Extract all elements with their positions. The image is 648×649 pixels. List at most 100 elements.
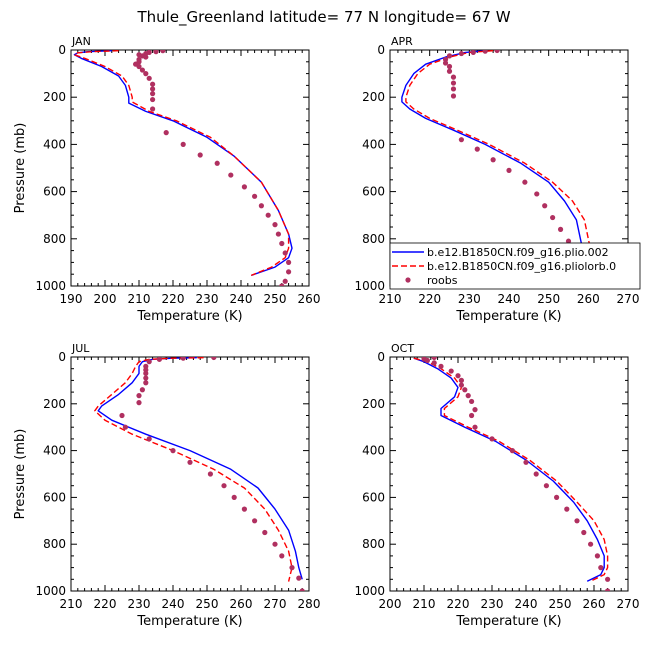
roobs-point (550, 214, 556, 221)
x-tick-label: 260 (577, 292, 600, 306)
roobs-point (197, 152, 203, 158)
roobs-point (279, 240, 285, 247)
roobs-point (438, 363, 444, 369)
roobs-point (523, 459, 529, 465)
roobs-point (598, 565, 604, 571)
y-tick-label: 600 (362, 185, 385, 199)
roobs-point (275, 231, 281, 237)
x-tick-label: 260 (230, 597, 253, 611)
y-axis-label: Pressure (mb) (13, 429, 28, 520)
legend-label: b.e12.B1850CN.f09_g16.plio.002 (427, 246, 609, 259)
roobs-point (136, 393, 142, 399)
roobs-point (211, 357, 217, 361)
roobs-point (462, 387, 468, 393)
series-line-pliolorb (94, 357, 293, 582)
roobs-point (282, 278, 288, 284)
x-tick-label: 230 (196, 292, 219, 306)
roobs-point (262, 529, 268, 536)
roobs-point (469, 398, 475, 405)
roobs-point (458, 50, 464, 57)
roobs-point (139, 387, 145, 393)
x-tick-label: 240 (230, 292, 253, 306)
y-tick-label: 400 (43, 444, 66, 458)
roobs-point (446, 68, 453, 74)
roobs-point (450, 80, 457, 86)
series-line-plio (413, 357, 605, 582)
roobs-point (458, 377, 464, 383)
roobs-point (450, 86, 457, 92)
roobs-point (605, 588, 611, 591)
roobs-point (146, 436, 152, 442)
roobs-point (136, 400, 142, 406)
panel-title: JUL (71, 342, 90, 355)
roobs-point (279, 553, 285, 559)
y-tick-label: 400 (362, 444, 385, 458)
roobs-point (455, 373, 461, 379)
roobs-point (143, 71, 149, 77)
roobs-point (458, 382, 464, 388)
roobs-point (522, 179, 528, 185)
legend-entry: b.e12.B1850CN.f09_g16.plio.002 (392, 246, 609, 259)
series-line-pliolorb (413, 357, 609, 582)
series-line-plio (401, 50, 586, 286)
roobs-point (490, 157, 496, 163)
roobs-point (574, 518, 580, 524)
roobs-point (150, 96, 156, 103)
x-tick-label: 270 (617, 597, 640, 611)
roobs-point (156, 357, 162, 362)
y-tick-label: 800 (362, 232, 385, 246)
roobs-point (122, 424, 128, 430)
roobs-point (282, 250, 288, 256)
x-tick-label: 210 (379, 292, 402, 306)
roobs-point (286, 269, 292, 275)
roobs-point (150, 106, 156, 112)
x-tick-label: 240 (498, 292, 521, 306)
y-tick-label: 600 (362, 490, 385, 504)
panel-jul: 210 220 230 240 250 260 270 280 0 200 400 600 800 100… (13, 342, 320, 629)
y-tick-label: 800 (43, 537, 66, 551)
roobs-point (241, 506, 247, 512)
roobs-point (446, 53, 453, 59)
roobs-point (594, 553, 601, 559)
roobs-point (150, 91, 156, 97)
roobs-point (252, 518, 258, 524)
roobs-point (506, 167, 512, 173)
roobs-point (119, 412, 125, 419)
x-tick-label: 260 (583, 597, 606, 611)
roobs-point (136, 63, 142, 70)
roobs-point (581, 529, 587, 536)
x-tick-label: 190 (60, 292, 83, 306)
x-tick-label: 210 (413, 597, 436, 611)
roobs-point (534, 191, 540, 197)
roobs-point (146, 75, 152, 81)
plot-frame (70, 49, 310, 287)
roobs-point (163, 130, 169, 136)
roobs-point (472, 424, 478, 430)
y-tick-label: 200 (362, 397, 385, 411)
x-axis-label: Temperature (K) (455, 614, 561, 629)
roobs-point (554, 494, 560, 500)
roobs-point (489, 436, 495, 442)
panel-title: OCT (391, 342, 414, 355)
roobs-point (442, 60, 449, 66)
roobs-point (424, 357, 430, 364)
roobs-point (564, 506, 570, 512)
x-tick-label: 250 (549, 597, 572, 611)
plot-frame (389, 356, 629, 592)
series-line-plio (97, 357, 303, 580)
x-tick-label: 270 (617, 292, 640, 306)
roobs-point (431, 357, 437, 361)
legend: b.e12.B1850CN.f09_g16.plio.002b.e12.B185… (389, 242, 641, 290)
roobs-point (214, 160, 220, 166)
legend-marker (405, 277, 411, 283)
legend-entry: b.e12.B1850CN.f09_g16.pliolorb.0 (392, 260, 616, 273)
legend-box (389, 242, 641, 290)
roobs-point (153, 50, 159, 55)
plot-frame (70, 356, 310, 592)
roobs-point (431, 360, 437, 366)
roobs-point (150, 81, 156, 87)
roobs-point (143, 380, 149, 386)
roobs-point (139, 67, 145, 73)
roobs-point (543, 483, 550, 489)
